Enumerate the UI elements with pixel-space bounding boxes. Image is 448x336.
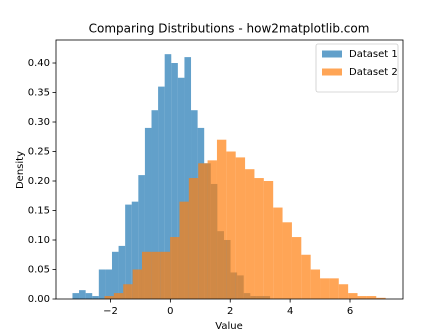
histogram-bar	[79, 290, 86, 299]
histogram-bar	[291, 237, 302, 299]
legend-swatch	[322, 68, 342, 76]
histogram-bar	[245, 169, 255, 299]
y-tick-label: 0.35	[28, 88, 50, 99]
histogram-bar	[151, 251, 161, 299]
legend-label: Dataset 1	[349, 49, 398, 60]
histogram-bar	[158, 86, 165, 299]
y-tick-label: 0.05	[28, 265, 50, 276]
histogram-bar	[338, 284, 349, 299]
histogram-bar	[357, 296, 367, 299]
histogram-bar	[170, 237, 180, 299]
histogram-bar	[104, 296, 114, 299]
histogram-bar	[263, 181, 274, 299]
x-tick-label: 0	[167, 306, 173, 317]
histogram-bar	[98, 269, 106, 299]
histogram-bar	[164, 54, 172, 299]
histogram-bar	[235, 157, 246, 299]
histogram-bar	[320, 278, 330, 299]
histogram-bar	[329, 278, 339, 299]
histogram-bar	[226, 151, 236, 299]
y-axis-label: Density	[15, 151, 26, 189]
histogram-bar	[179, 201, 189, 299]
histogram-bar	[188, 178, 199, 299]
y-tick-label: 0.00	[28, 294, 50, 305]
histogram-bar	[366, 296, 377, 299]
histogram-bar	[138, 175, 145, 299]
histogram-bar	[111, 251, 119, 299]
histogram-bar	[282, 222, 292, 299]
x-tick-label: 4	[287, 306, 293, 317]
histogram-bar	[125, 204, 132, 299]
histogram-bar	[184, 57, 192, 299]
histogram-bar	[85, 293, 93, 299]
histogram-bar	[301, 254, 311, 299]
x-tick-label: −2	[103, 306, 118, 317]
histogram-bar	[216, 139, 227, 299]
histogram-bar	[131, 201, 139, 299]
histogram-bar	[118, 245, 126, 299]
plot-frame	[55, 39, 404, 300]
histogram-bar	[151, 110, 159, 299]
histogram-bar	[92, 296, 99, 299]
histogram-bar	[254, 178, 264, 299]
histogram-bar	[198, 163, 208, 299]
histogram-bar	[132, 269, 142, 299]
y-tick-label: 0.25	[28, 147, 50, 158]
chart-title: Comparing Distributions - how2matplotlib…	[89, 22, 370, 36]
y-tick-label: 0.10	[28, 235, 50, 246]
histogram-bar	[348, 293, 358, 299]
histogram-bar	[310, 269, 321, 299]
x-axis-label: Value	[215, 321, 242, 332]
legend-label: Dataset 2	[349, 67, 398, 78]
histogram-bar	[171, 63, 178, 300]
y-tick-label: 0.20	[28, 176, 50, 187]
histogram-bar	[123, 284, 133, 299]
histogram-bar	[160, 251, 171, 299]
histogram-bar	[144, 127, 152, 299]
histogram-bar	[72, 293, 80, 299]
histogram-bar	[207, 160, 217, 299]
y-tick-label: 0.30	[28, 117, 50, 128]
x-tick-label: 2	[227, 306, 233, 317]
y-tick-label: 0.15	[28, 206, 50, 217]
histogram-bar	[177, 77, 185, 299]
histogram-bar	[105, 269, 112, 299]
x-tick-label: 6	[347, 306, 353, 317]
histogram-bar	[141, 251, 152, 299]
histogram-bar	[376, 297, 386, 299]
legend-swatch	[322, 50, 342, 58]
histogram-bar	[113, 293, 124, 299]
histogram-bar	[273, 207, 283, 299]
y-tick-label: 0.40	[28, 58, 50, 69]
